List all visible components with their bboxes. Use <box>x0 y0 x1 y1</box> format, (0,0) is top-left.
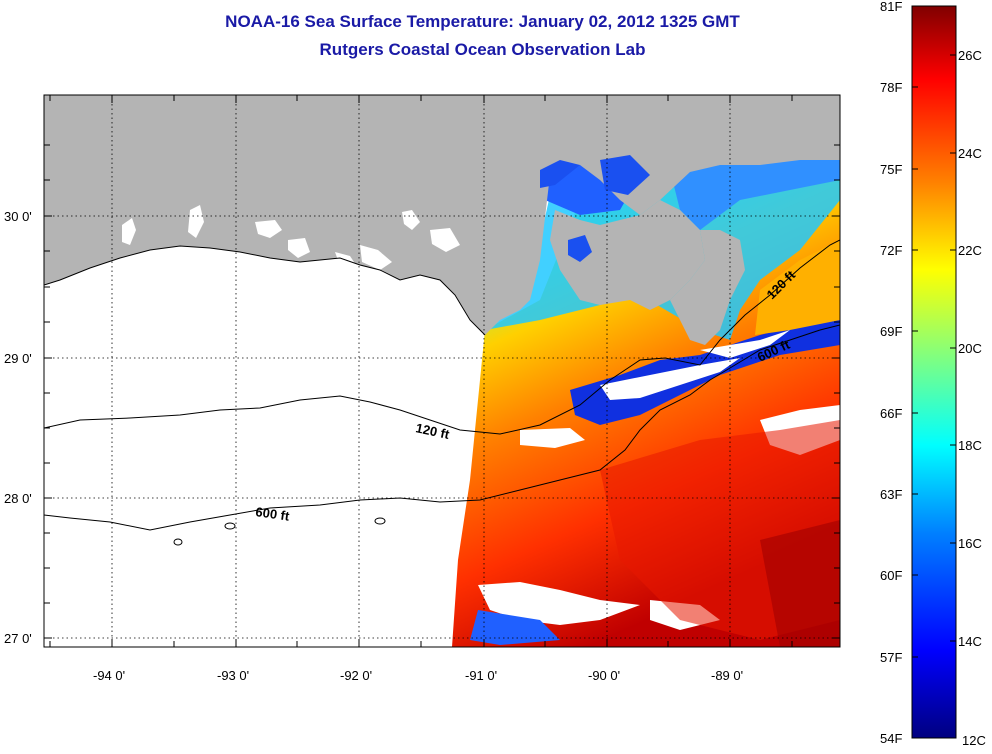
map-frame <box>43 94 841 648</box>
colorbar-f-label: 81F <box>880 0 902 14</box>
lon-label: -90 0' <box>588 668 620 683</box>
graticule <box>44 95 840 647</box>
colorbar: 81F 78F 75F 72F 69F 66F 63F 60F 57F 54F … <box>880 0 986 748</box>
lat-label: 28 0' <box>4 491 32 506</box>
colorbar-f-label: 60F <box>880 568 902 583</box>
longitude-labels: -94 0' -93 0' -92 0' -91 0' -90 0' -89 0… <box>93 668 743 683</box>
latitude-labels: 30 0' 29 0' 28 0' 27 0' <box>4 209 32 646</box>
colorbar-c-label: 18C <box>958 438 982 453</box>
colorbar-c-label: 14C <box>958 634 982 649</box>
colorbar-f-label: 54F <box>880 731 902 746</box>
contour-label-600ft-west: 600 ft <box>255 504 291 524</box>
contour-label-120ft-west: 120 ft <box>414 420 451 442</box>
lat-label: 30 0' <box>4 209 32 224</box>
colorbar-f-label: 75F <box>880 162 902 177</box>
lat-label: 27 0' <box>4 631 32 646</box>
lon-label: -94 0' <box>93 668 125 683</box>
lat-label: 29 0' <box>4 351 32 366</box>
colorbar-c-label: 24C <box>958 146 982 161</box>
colorbar-c-label: 26C <box>958 48 982 63</box>
lon-label: -93 0' <box>217 668 249 683</box>
colorbar-f-label: 57F <box>880 650 902 665</box>
map-subtitle: Rutgers Coastal Ocean Observation Lab <box>319 40 646 59</box>
land-mass <box>44 95 840 335</box>
map-title: NOAA-16 Sea Surface Temperature: January… <box>225 12 740 31</box>
lon-label: -89 0' <box>711 668 743 683</box>
frame-ticks <box>44 95 840 647</box>
depth-contours <box>44 239 840 546</box>
colorbar-gradient <box>911 5 957 739</box>
colorbar-c-label: 20C <box>958 341 982 356</box>
lon-label: -92 0' <box>340 668 372 683</box>
colorbar-f-label: 66F <box>880 406 902 421</box>
colorbar-celsius-labels: 26C 24C 22C 20C 18C 16C 14C 12C <box>958 48 986 748</box>
colorbar-c-label: 16C <box>958 536 982 551</box>
colorbar-c-label: 22C <box>958 243 982 258</box>
colorbar-fahrenheit-labels: 81F 78F 75F 72F 69F 66F 63F 60F 57F 54F <box>880 0 902 746</box>
colorbar-f-label: 69F <box>880 324 902 339</box>
colorbar-f-label: 63F <box>880 487 902 502</box>
colorbar-c-label: 12C <box>962 733 986 748</box>
lon-label: -91 0' <box>465 668 497 683</box>
colorbar-f-label: 72F <box>880 243 902 258</box>
colorbar-f-label: 78F <box>880 80 902 95</box>
